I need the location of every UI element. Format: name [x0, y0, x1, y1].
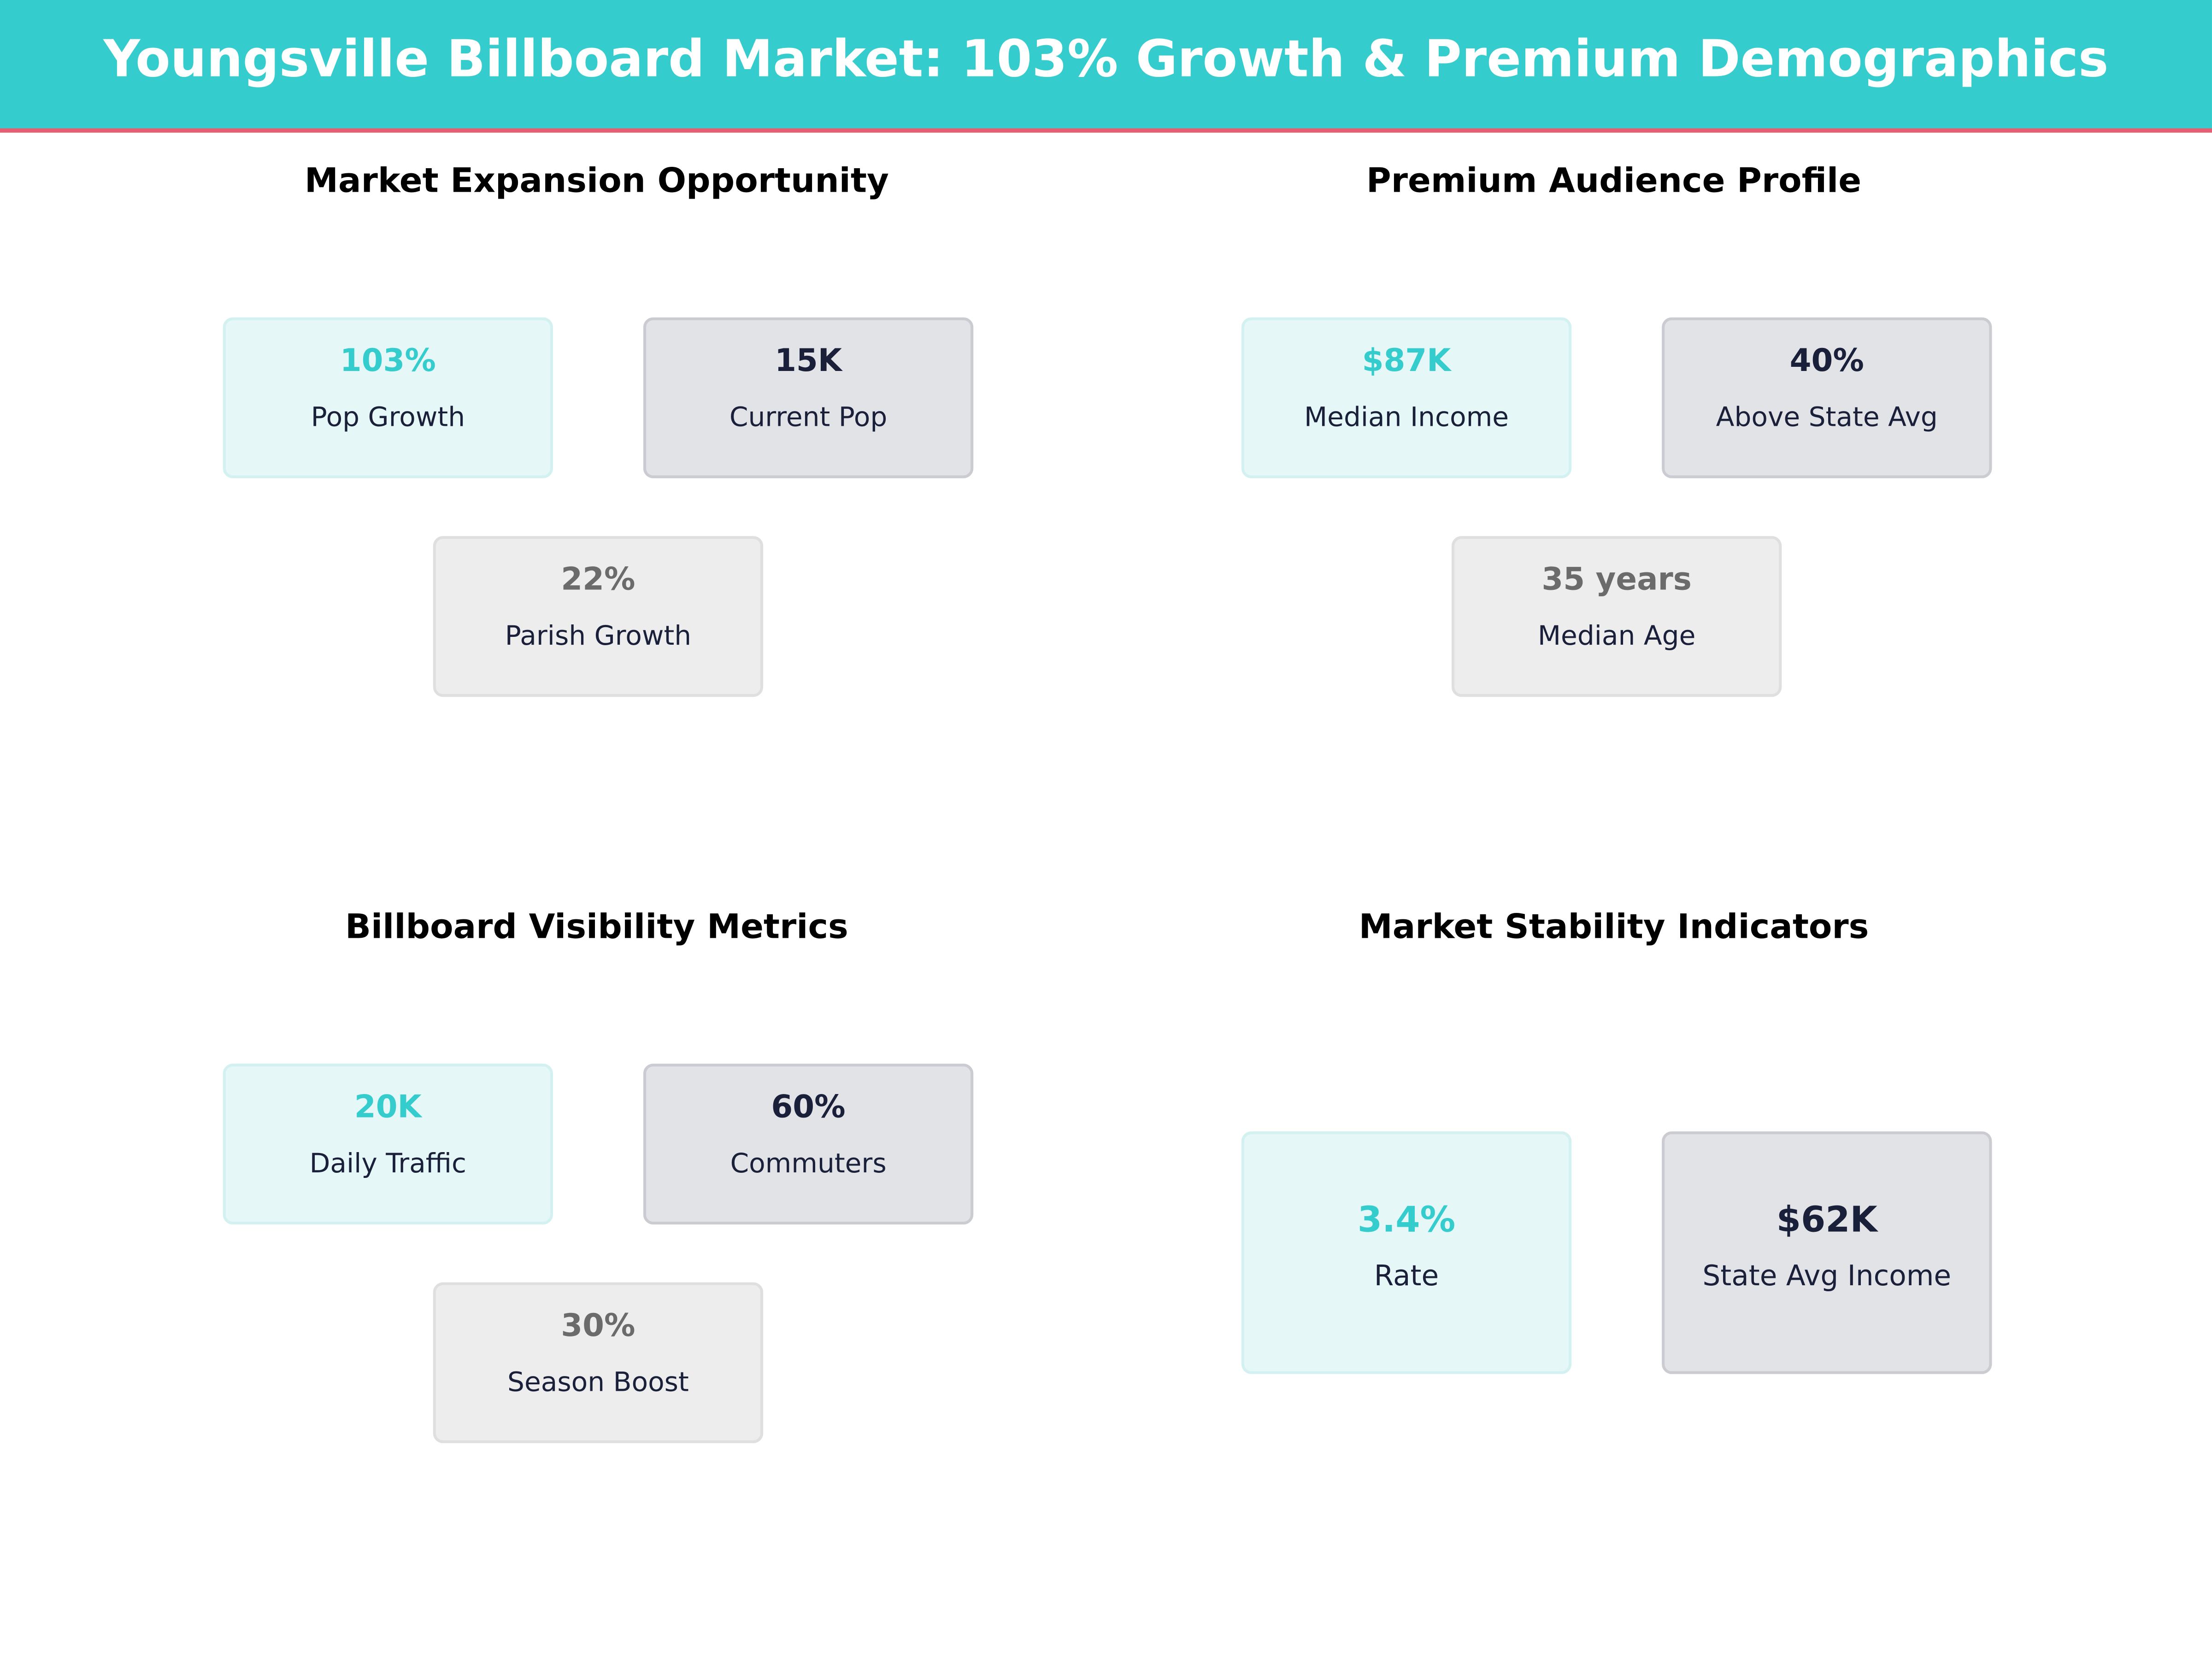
metric-value: 60% — [771, 1090, 846, 1126]
metric-value: 35 years — [1541, 563, 1692, 598]
metric-label: State Avg Income — [1702, 1258, 1952, 1293]
metric-label: Rate — [1374, 1258, 1439, 1293]
metric-card-state-avg-income: $62K State Avg Income — [1662, 1131, 1992, 1374]
metric-label: Above State Avg — [1716, 402, 1938, 433]
header-banner: Youngsville Billboard Market: 103% Growt… — [0, 0, 2212, 133]
metric-label: Current Pop — [729, 402, 888, 433]
panel-title-market-expansion: Market Expansion Opportunity — [304, 160, 889, 200]
metric-card-rate: 3.4% Rate — [1241, 1131, 1572, 1374]
metric-value: $62K — [1776, 1199, 1877, 1240]
metric-value: 3.4% — [1357, 1199, 1456, 1240]
metric-value: 20K — [354, 1090, 422, 1126]
metric-label: Pop Growth — [311, 402, 465, 433]
metric-card-daily-traffic: 20K Daily Traffic — [223, 1064, 553, 1225]
panel-title-billboard-visibility: Billboard Visibility Metrics — [345, 907, 848, 947]
metric-card-commuters: 60% Commuters — [643, 1064, 974, 1225]
metric-card-season-boost: 30% Season Boost — [433, 1282, 764, 1443]
panel-title-market-stability: Market Stability Indicators — [1359, 907, 1869, 947]
metric-label: Commuters — [730, 1148, 887, 1180]
metric-card-pop-growth: 103% Pop Growth — [223, 317, 553, 478]
metric-card-parish-growth: 22% Parish Growth — [433, 536, 764, 697]
metric-card-median-age: 35 years Median Age — [1451, 536, 1782, 697]
metric-value: 40% — [1789, 344, 1864, 380]
metric-label: Median Income — [1304, 402, 1509, 433]
metric-label: Daily Traffic — [309, 1148, 467, 1180]
metric-card-current-pop: 15K Current Pop — [643, 317, 974, 478]
metric-label: Parish Growth — [505, 620, 692, 652]
page-title: Youngsville Billboard Market: 103% Growt… — [103, 31, 2109, 89]
panel-title-premium-audience: Premium Audience Profile — [1366, 160, 1862, 200]
metric-label: Median Age — [1537, 620, 1696, 652]
metric-value: 22% — [561, 563, 635, 598]
metric-card-above-state-avg: 40% Above State Avg — [1662, 317, 1992, 478]
metric-card-median-income: $87K Median Income — [1241, 317, 1572, 478]
metric-value: 15K — [775, 344, 842, 380]
metric-value: $87K — [1362, 344, 1451, 380]
metric-value: 103% — [340, 344, 436, 380]
metric-value: 30% — [561, 1309, 635, 1345]
metric-label: Season Boost — [507, 1367, 689, 1398]
